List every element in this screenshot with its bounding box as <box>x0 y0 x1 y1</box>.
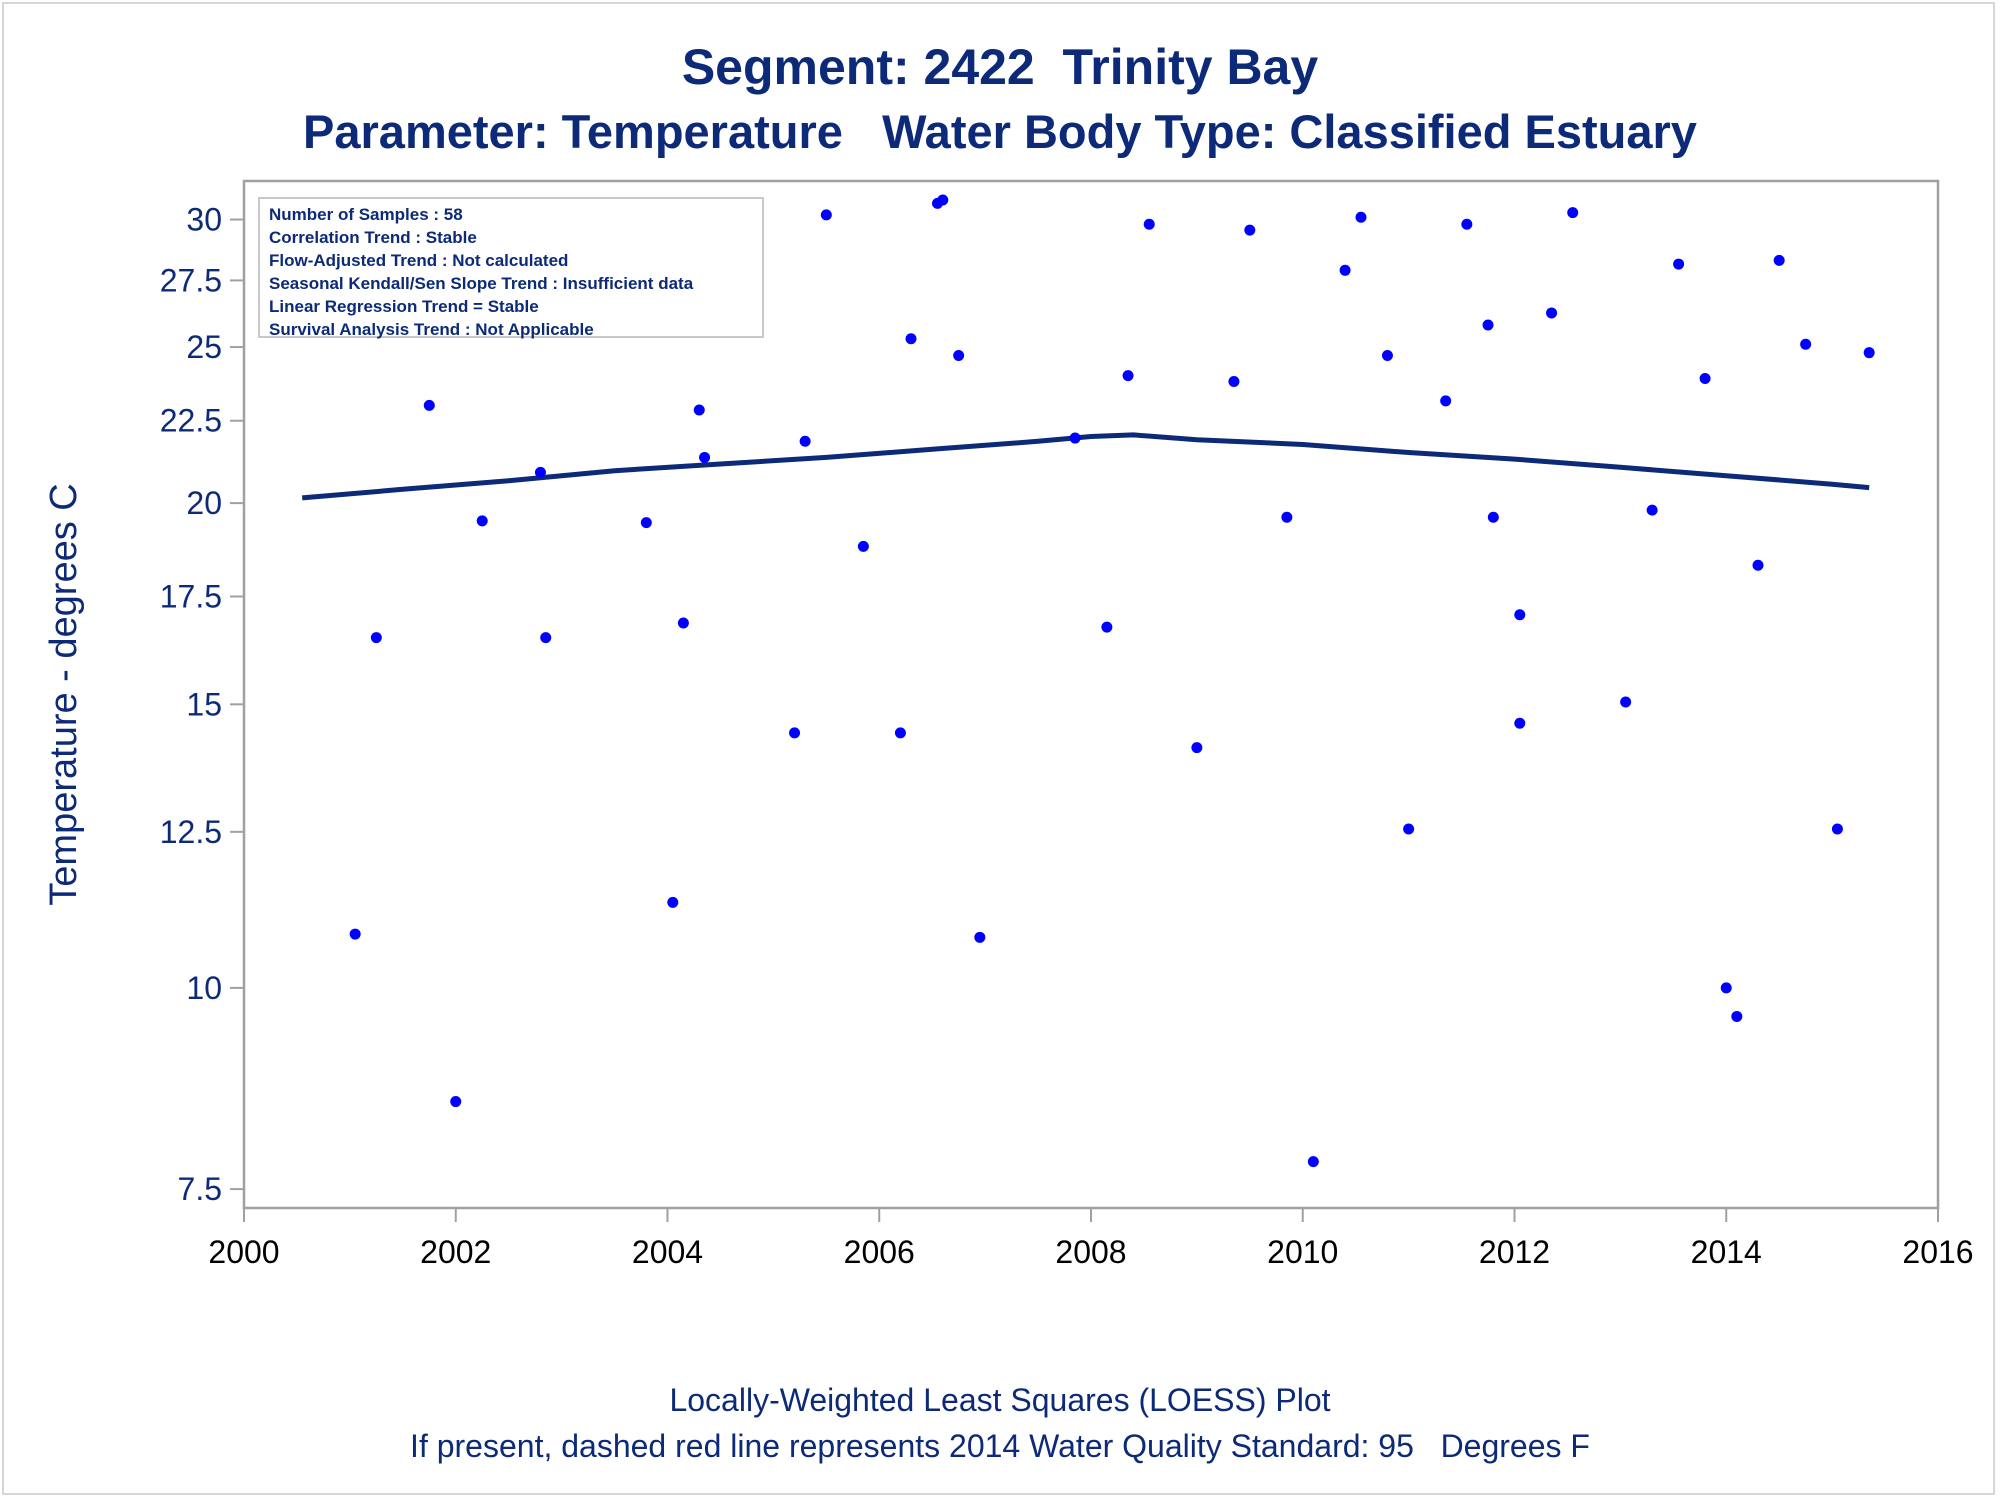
y-tick-label: 15 <box>186 686 222 722</box>
data-point <box>450 1096 462 1108</box>
y-tick-label: 12.5 <box>160 814 222 850</box>
data-point <box>857 540 869 552</box>
y-tick-label: 7.5 <box>178 1171 222 1207</box>
data-point <box>799 435 811 447</box>
data-point <box>974 931 986 943</box>
data-point <box>1620 696 1632 708</box>
data-point <box>1546 307 1558 319</box>
data-point <box>370 632 382 644</box>
data-point <box>1731 1010 1743 1022</box>
data-point <box>1646 504 1658 516</box>
x-tick-label: 2002 <box>420 1234 491 1270</box>
x-tick-label: 2012 <box>1479 1234 1550 1270</box>
x-tick-label: 2006 <box>844 1234 915 1270</box>
data-point <box>789 727 801 739</box>
y-tick-label: 20 <box>186 485 222 521</box>
data-point <box>423 399 435 411</box>
x-tick-label: 2008 <box>1055 1234 1126 1270</box>
y-axis-label: Temperature - degrees C <box>43 483 85 905</box>
y-tick-label: 30 <box>186 202 222 238</box>
x-tick-label: 2014 <box>1691 1234 1762 1270</box>
data-point <box>953 350 965 362</box>
data-point <box>534 466 546 478</box>
data-point <box>1307 1156 1319 1168</box>
data-point <box>937 194 949 206</box>
data-point <box>667 896 679 908</box>
data-point <box>1699 373 1711 385</box>
stats-line-correlation: Correlation Trend : Stable <box>269 228 477 247</box>
y-tick-label: 22.5 <box>160 403 222 439</box>
stats-line-seasonal-kendall: Seasonal Kendall/Sen Slope Trend : Insuf… <box>269 274 694 293</box>
x-tick-label: 2004 <box>632 1234 703 1270</box>
data-point <box>540 632 552 644</box>
data-point <box>1355 211 1367 223</box>
y-tick-label: 17.5 <box>160 579 222 615</box>
data-point <box>1381 350 1393 362</box>
stats-line-linear-regression: Linear Regression Trend = Stable <box>269 297 539 316</box>
data-point <box>1863 347 1875 359</box>
data-point <box>1281 511 1293 523</box>
data-point <box>1752 559 1764 571</box>
x-tick-label: 2016 <box>1902 1234 1973 1270</box>
data-point <box>1228 375 1240 387</box>
data-point <box>1673 258 1685 270</box>
y-tick-label: 27.5 <box>160 262 222 298</box>
data-point <box>1831 823 1843 835</box>
chart-title: Segment: 2422 Trinity Bay <box>681 39 1319 95</box>
data-point <box>1514 717 1526 729</box>
loess-line <box>301 432 1870 501</box>
data-point <box>699 451 711 463</box>
data-point <box>1143 218 1155 230</box>
data-point <box>1720 982 1732 994</box>
data-point <box>349 928 361 940</box>
data-point <box>1122 370 1134 382</box>
data-point <box>1191 742 1203 754</box>
data-point <box>1487 511 1499 523</box>
data-point <box>693 404 705 416</box>
chart-subtitle: Parameter: Temperature Water Body Type: … <box>303 105 1697 158</box>
data-point <box>820 209 832 221</box>
stats-line-samples: Number of Samples : 58 <box>269 205 463 224</box>
x-tick-label: 2010 <box>1267 1234 1338 1270</box>
data-point <box>1461 218 1473 230</box>
data-point <box>1567 207 1579 219</box>
y-tick-label: 10 <box>186 970 222 1006</box>
stats-line-survival: Survival Analysis Trend : Not Applicable <box>269 320 594 339</box>
data-point <box>905 333 917 345</box>
data-point <box>894 727 906 739</box>
data-point <box>677 617 689 629</box>
footnote-standard: If present, dashed red line represents 2… <box>410 1428 1590 1464</box>
data-point <box>1773 254 1785 266</box>
data-point <box>1800 338 1812 350</box>
data-point <box>1514 609 1526 621</box>
data-point <box>1101 621 1113 633</box>
y-tick-label: 25 <box>186 329 222 365</box>
data-point <box>1069 432 1081 444</box>
data-point <box>1244 224 1256 236</box>
data-point <box>476 515 488 527</box>
data-point <box>1482 319 1494 331</box>
footnote-loess: Locally-Weighted Least Squares (LOESS) P… <box>669 1382 1331 1418</box>
stats-line-flow-adjusted: Flow-Adjusted Trend : Not calculated <box>269 251 569 270</box>
data-point <box>640 517 652 529</box>
x-tick-label: 2000 <box>208 1234 279 1270</box>
data-point <box>1440 395 1452 407</box>
data-point <box>1339 264 1351 276</box>
trend-stats-box: Number of Samples : 58 Correlation Trend… <box>258 197 764 339</box>
data-point <box>1403 823 1415 835</box>
